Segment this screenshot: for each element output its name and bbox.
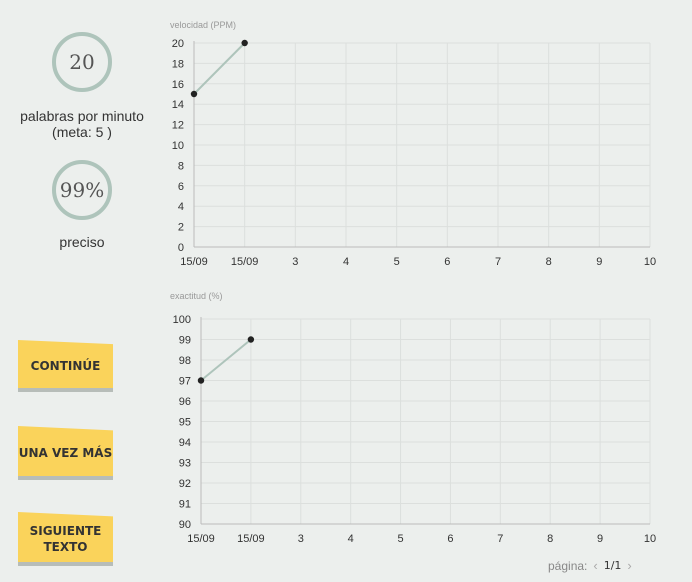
accuracy-data-point — [247, 336, 255, 343]
accuracy-data-point — [197, 377, 205, 384]
speed-y-tick-label: 18 — [172, 58, 184, 70]
accuracy-x-tick-label: 3 — [298, 533, 304, 545]
pagination-label: página: — [548, 558, 588, 573]
speed-x-tick-label: 7 — [495, 256, 501, 268]
accuracy-series-line — [200, 338, 252, 382]
speed-y-tick-label: 14 — [172, 99, 184, 111]
wpm-label: palabras por minuto — [20, 108, 144, 124]
pagination-count: 1/1 — [603, 559, 622, 572]
speed-y-tick-label: 20 — [172, 38, 184, 50]
accuracy-y-tick-label: 90 — [179, 519, 191, 531]
speed-y-tick-label: 12 — [172, 120, 184, 132]
again-button[interactable]: UNA VEZ MÁS — [18, 426, 113, 480]
accuracy-x-tick-label: 6 — [447, 533, 453, 545]
speed-y-tick-label: 6 — [178, 181, 184, 193]
speed-y-tick-label: 0 — [178, 242, 184, 254]
accuracy-y-tick-label: 96 — [179, 396, 191, 408]
speed-chart-title: velocidad (PPM) — [170, 20, 236, 30]
accuracy-label: preciso — [59, 234, 105, 250]
accuracy-x-tick-label: 15/09 — [237, 533, 265, 545]
accuracy-y-tick-label: 94 — [179, 437, 191, 449]
wpm-stat: 20 palabras por minuto (meta: 5 ) — [0, 32, 164, 140]
speed-data-point — [190, 90, 198, 98]
accuracy-y-tick-label: 98 — [179, 355, 191, 367]
speed-y-tick-label: 16 — [172, 79, 184, 91]
accuracy-x-tick-label: 7 — [497, 533, 503, 545]
accuracy-x-tick-label: 8 — [547, 533, 553, 545]
speed-y-tick-label: 10 — [172, 140, 184, 152]
accuracy-chart-title: exactitud (%) — [170, 291, 223, 301]
accuracy-x-tick-label: 10 — [644, 533, 656, 545]
speed-data-point — [241, 39, 248, 47]
accuracy-y-tick-label: 95 — [179, 417, 191, 429]
accuracy-y-tick-label: 91 — [179, 499, 191, 511]
continue-button[interactable]: CONTINÚE — [18, 340, 113, 392]
accuracy-value: 99% — [59, 178, 105, 202]
accuracy-x-tick-label: 5 — [397, 533, 403, 545]
accuracy-y-tick-label: 100 — [173, 314, 191, 326]
speed-y-tick-label: 4 — [178, 201, 184, 213]
speed-x-tick-label: 10 — [644, 256, 656, 268]
wpm-ring: 20 — [52, 32, 112, 92]
pagination: página: ‹ 1/1 › — [548, 558, 638, 573]
accuracy-y-tick-label: 92 — [179, 478, 191, 490]
accuracy-y-tick-label: 93 — [179, 458, 191, 470]
speed-x-tick-label: 15/09 — [231, 256, 259, 268]
speed-x-tick-label: 15/09 — [180, 256, 208, 268]
speed-x-tick-label: 4 — [343, 256, 349, 268]
accuracy-y-tick-label: 97 — [179, 376, 191, 388]
speed-x-tick-label: 9 — [596, 256, 602, 268]
speed-y-tick-label: 8 — [178, 160, 184, 172]
wpm-value: 20 — [69, 50, 95, 74]
speed-x-tick-label: 3 — [292, 256, 298, 268]
next-text-button[interactable]: SIGUIENTE TEXTO — [18, 512, 113, 566]
next-page-icon[interactable]: › — [627, 558, 632, 573]
accuracy-x-tick-label: 4 — [348, 533, 354, 545]
accuracy-x-tick-label: 9 — [597, 533, 603, 545]
accuracy-x-tick-label: 15/09 — [187, 533, 215, 545]
wpm-goal: (meta: 5 ) — [52, 124, 112, 140]
speed-series-line — [193, 42, 246, 95]
speed-x-tick-label: 8 — [546, 256, 552, 268]
accuracy-stat: 99% preciso — [0, 160, 164, 250]
speed-x-tick-label: 5 — [394, 256, 400, 268]
prev-page-icon[interactable]: ‹ — [593, 558, 598, 573]
speed-x-tick-label: 6 — [444, 256, 450, 268]
speed-y-tick-label: 2 — [178, 222, 184, 234]
accuracy-ring: 99% — [52, 160, 112, 220]
accuracy-y-tick-label: 99 — [179, 335, 191, 347]
